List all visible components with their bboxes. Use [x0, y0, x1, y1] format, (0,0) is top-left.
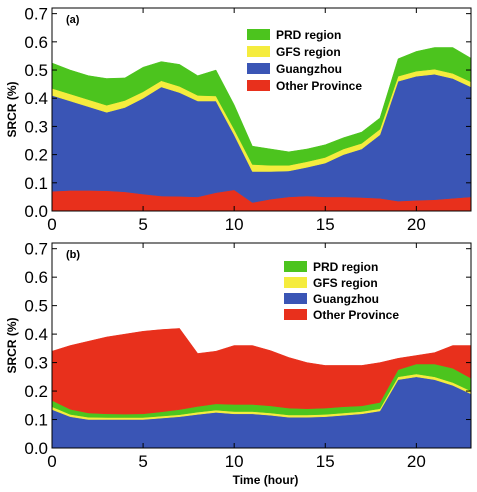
panel-a: 0 5 10 15 20 0.0 0.1 0.2 0.3 0.4 0.5 0.6 0.7 (a) SRC…	[5, 5, 472, 234]
panel-b-frame	[51, 242, 472, 449]
legend-label-guangzhou: Guangzhou	[276, 62, 342, 76]
legend-swatch-guangzhou	[247, 63, 270, 74]
legend-swatch-prd-region	[247, 29, 270, 40]
y-tick-label: 0.6	[24, 268, 48, 287]
y-tick-label: 0.5	[24, 61, 48, 80]
y-tick-label: 0.7	[24, 5, 48, 24]
panel-b: 0 5 10 15 20 0.0 0.1 0.2 0.3 0.4 0.5 0.6 0.7 (b) SRC…	[5, 240, 472, 487]
panel-b-label: (b)	[66, 249, 80, 261]
y-tick-label: 0.2	[24, 382, 48, 401]
y-tick-label: 0.0	[24, 202, 48, 221]
y-tick-label: 0.2	[24, 146, 48, 165]
legend-swatch-other-province	[247, 80, 270, 91]
legend-swatch-prd-region	[284, 261, 307, 272]
x-tick-label: 5	[138, 452, 147, 471]
legend-label-other-province: Other Province	[276, 79, 362, 93]
panel-b-xlabel: Time (hour)	[233, 473, 299, 487]
y-tick-label: 0.3	[24, 117, 48, 136]
legend-swatch-gfs-region	[284, 277, 307, 288]
y-tick-label: 0.1	[24, 411, 48, 430]
panel-a-areas	[51, 47, 472, 212]
legend-label-prd-region: PRD region	[276, 28, 341, 42]
panel-b-legend: PRD region GFS region Guangzhou Other Provi…	[284, 260, 399, 322]
y-tick-label: 0.4	[24, 89, 48, 108]
y-tick-label: 0.3	[24, 354, 48, 373]
y-tick-label: 0.7	[24, 240, 48, 259]
legend-swatch-gfs-region	[247, 46, 270, 57]
x-tick-label: 5	[138, 215, 147, 234]
x-tick-label: 15	[316, 215, 335, 234]
x-tick-label: 20	[407, 215, 426, 234]
legend-label-gfs-region: GFS region	[276, 45, 341, 59]
legend-label-other-province: Other Province	[313, 308, 399, 322]
panel-b-ylabel: SRCR (%)	[5, 317, 19, 373]
panel-b-ticks: 0 5 10 15 20 0.0 0.1 0.2 0.3 0.4 0.5 0.6 0.7	[24, 240, 471, 471]
panel-a-frame	[51, 7, 472, 212]
x-tick-label: 10	[225, 452, 244, 471]
legend-swatch-other-province	[284, 309, 307, 320]
legend-label-prd-region: PRD region	[313, 260, 378, 274]
x-tick-label: 0	[47, 452, 56, 471]
y-tick-label: 0.6	[24, 33, 48, 52]
legend-label-guangzhou: Guangzhou	[313, 292, 379, 306]
x-tick-label: 15	[316, 452, 335, 471]
x-tick-label: 0	[47, 215, 56, 234]
y-tick-label: 0.4	[24, 325, 48, 344]
legend-swatch-guangzhou	[284, 293, 307, 304]
y-tick-label: 0.0	[24, 439, 48, 458]
panel-a-label: (a)	[66, 14, 80, 26]
panel-a-ticks: 0 5 10 15 20 0.0 0.1 0.2 0.3 0.4 0.5 0.6 0.7	[24, 5, 471, 234]
panel-a-ylabel: SRCR (%)	[5, 81, 19, 137]
y-tick-label: 0.5	[24, 297, 48, 316]
legend-label-gfs-region: GFS region	[313, 276, 378, 290]
panel-a-legend: PRD region GFS region Guangzhou Other Provi…	[247, 28, 362, 93]
panel-b-areas	[51, 328, 472, 449]
x-tick-label: 20	[407, 452, 426, 471]
x-tick-label: 10	[225, 215, 244, 234]
y-tick-label: 0.1	[24, 174, 48, 193]
